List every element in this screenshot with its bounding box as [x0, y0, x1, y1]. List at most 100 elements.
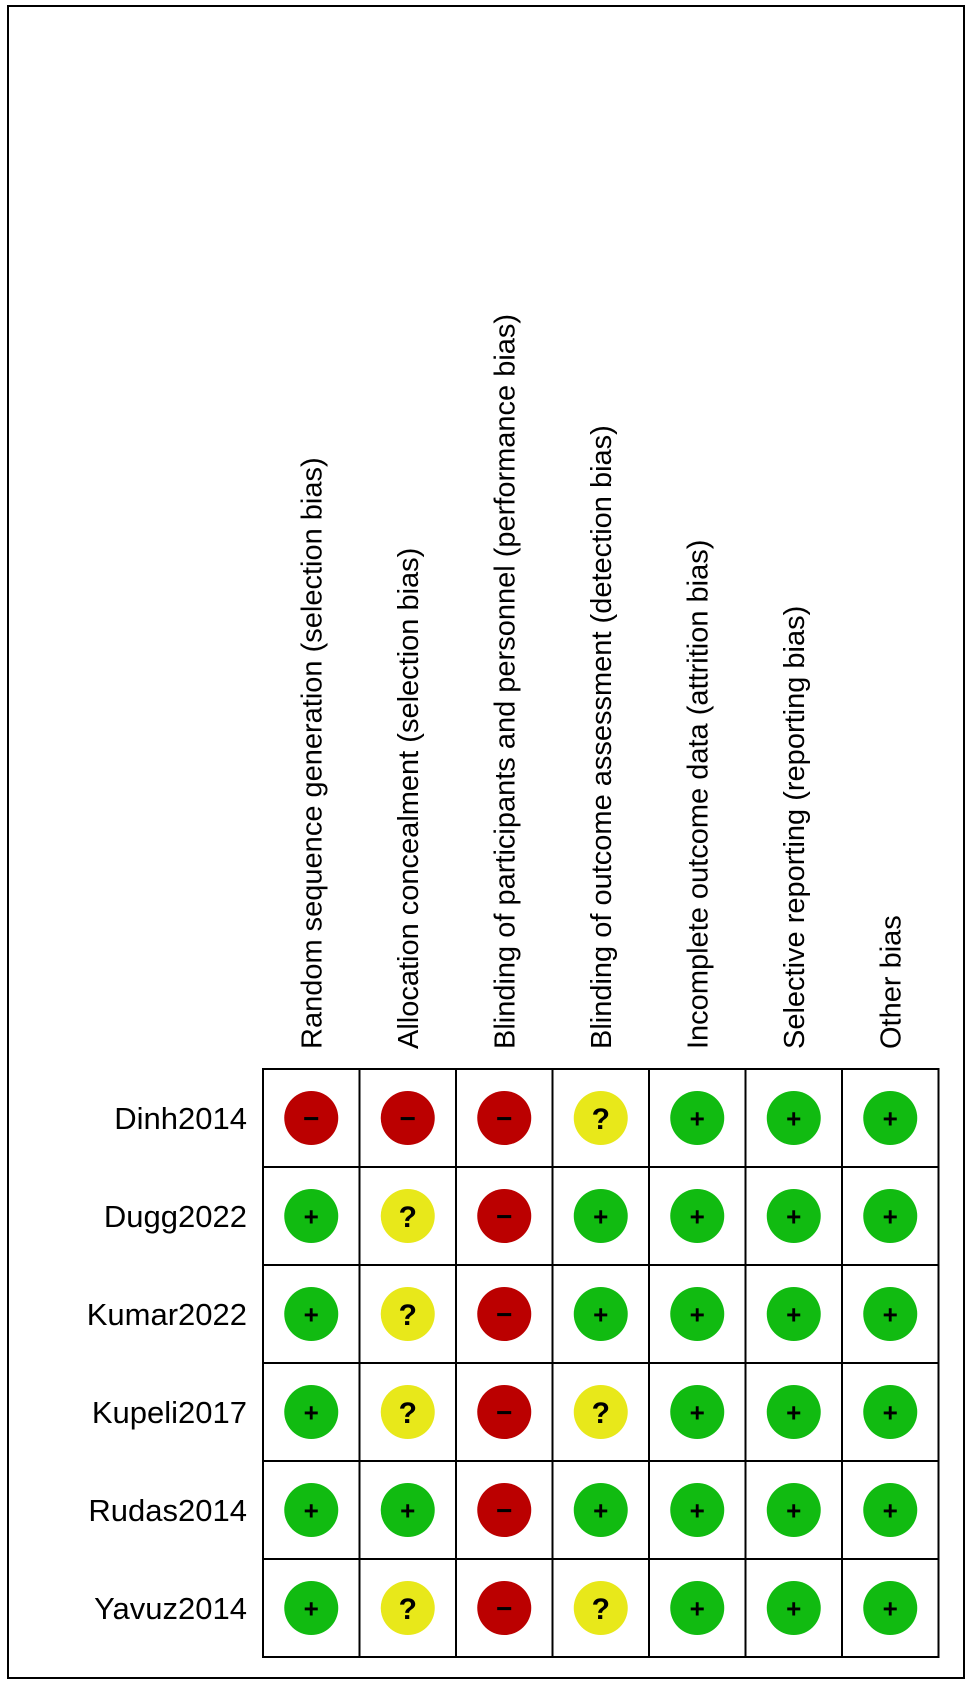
judgement-unclear-icon: ? [573, 1385, 628, 1439]
judgement-low-icon: + [670, 1483, 725, 1537]
judgement-symbol: − [496, 1397, 512, 1428]
judgement-low-icon: + [573, 1483, 628, 1537]
judgement-dot [766, 1483, 821, 1537]
judgement-symbol: + [593, 1299, 608, 1329]
grid-cell [648, 1362, 747, 1462]
judgement-symbol: + [786, 1299, 801, 1329]
judgement-high-icon: − [380, 1091, 435, 1145]
judgement-symbol: − [496, 1103, 512, 1134]
judgement-high-icon: − [477, 1189, 532, 1243]
judgement-symbol: + [786, 1103, 801, 1133]
judgement-high-icon: − [477, 1581, 532, 1635]
judgement-dot [380, 1385, 435, 1439]
judgement-low-icon: + [380, 1483, 435, 1537]
grid-cell [648, 1558, 747, 1658]
judgement-low-icon: + [670, 1189, 725, 1243]
judgement-dot [766, 1189, 821, 1243]
judgement-symbol: ? [592, 1103, 610, 1136]
judgement-symbol: ? [399, 1593, 417, 1626]
judgement-dot [284, 1287, 339, 1341]
judgement-high-icon: − [284, 1091, 339, 1145]
judgement-unclear-icon: ? [573, 1091, 628, 1145]
judgement-dot [863, 1091, 918, 1145]
judgement-symbol: + [400, 1495, 415, 1525]
study-label: Dugg2022 [104, 1199, 247, 1234]
judgement-symbol: + [883, 1103, 898, 1133]
judgement-low-icon: + [766, 1483, 821, 1537]
judgement-dot [670, 1483, 725, 1537]
judgement-symbol: + [690, 1103, 705, 1133]
judgement-symbol: − [303, 1103, 319, 1134]
judgement-dot [670, 1581, 725, 1635]
study-label: Kupeli2017 [92, 1395, 247, 1430]
column-label: Random sequence generation (selection bi… [296, 457, 328, 1049]
column-label: Selective reporting (reporting bias) [779, 606, 811, 1049]
judgement-low-icon: + [670, 1091, 725, 1145]
judgement-low-icon: + [670, 1385, 725, 1439]
judgement-symbol: + [304, 1495, 319, 1525]
judgement-symbol: + [690, 1397, 705, 1427]
judgement-dot [477, 1385, 532, 1439]
judgement-unclear-icon: ? [380, 1189, 435, 1243]
judgement-high-icon: − [477, 1091, 532, 1145]
judgement-dot [380, 1483, 435, 1537]
judgement-dot [284, 1581, 339, 1635]
judgement-dot [380, 1287, 435, 1341]
judgement-dot [670, 1091, 725, 1145]
judgement-symbol: ? [592, 1397, 610, 1430]
judgement-symbol: − [496, 1201, 512, 1232]
study-label: Rudas2014 [88, 1493, 247, 1528]
judgement-dot [477, 1581, 532, 1635]
judgement-low-icon: + [863, 1287, 918, 1341]
judgement-symbol: + [304, 1593, 319, 1623]
judgement-low-icon: + [573, 1287, 628, 1341]
judgement-low-icon: + [284, 1385, 339, 1439]
judgement-symbol: + [690, 1201, 705, 1231]
judgement-symbol: + [786, 1201, 801, 1231]
judgement-symbol: − [496, 1593, 512, 1624]
judgement-unclear-icon: ? [380, 1581, 435, 1635]
judgement-symbol: + [786, 1593, 801, 1623]
judgement-dot [380, 1189, 435, 1243]
judgement-symbol: + [304, 1201, 319, 1231]
judgement-symbol: ? [399, 1397, 417, 1430]
judgement-dot [670, 1385, 725, 1439]
judgement-low-icon: + [573, 1189, 628, 1243]
judgement-low-icon: + [284, 1287, 339, 1341]
judgement-dot [477, 1189, 532, 1243]
judgement-dot [766, 1581, 821, 1635]
judgement-symbol: + [883, 1299, 898, 1329]
judgement-dot [766, 1091, 821, 1145]
judgement-dot [284, 1091, 339, 1145]
column-labels: Random sequence generation (selection bi… [296, 314, 907, 1049]
column-label: Incomplete outcome data (attrition bias) [682, 540, 714, 1049]
judgement-symbol: + [786, 1495, 801, 1525]
judgement-low-icon: + [284, 1189, 339, 1243]
judgement-dot [573, 1091, 628, 1145]
judgement-symbol: + [304, 1299, 319, 1329]
judgement-dot [380, 1581, 435, 1635]
column-label: Allocation concealment (selection bias) [393, 548, 425, 1049]
judgement-low-icon: + [766, 1189, 821, 1243]
judgement-dot [284, 1483, 339, 1537]
judgement-symbol: − [496, 1299, 512, 1330]
judgement-low-icon: + [766, 1091, 821, 1145]
judgement-symbol: + [690, 1593, 705, 1623]
judgement-dot [863, 1385, 918, 1439]
judgement-unclear-icon: ? [380, 1287, 435, 1341]
column-label: Other bias [875, 915, 907, 1049]
judgement-low-icon: + [863, 1581, 918, 1635]
judgement-low-icon: + [863, 1091, 918, 1145]
judgement-dot [573, 1581, 628, 1635]
judgement-grid: − − −? + + + +? − + + + + +? − + + + + +? −? + + + + + − + + + + +? −? +… [262, 1068, 940, 1658]
study-label: Yavuz2014 [94, 1591, 247, 1626]
judgement-symbol: ? [399, 1299, 417, 1332]
judgement-low-icon: + [863, 1483, 918, 1537]
judgement-dot [477, 1091, 532, 1145]
judgement-high-icon: − [477, 1483, 532, 1537]
judgement-symbol: + [786, 1397, 801, 1427]
judgement-unclear-icon: ? [380, 1385, 435, 1439]
judgement-unclear-icon: ? [573, 1581, 628, 1635]
judgement-high-icon: − [477, 1385, 532, 1439]
